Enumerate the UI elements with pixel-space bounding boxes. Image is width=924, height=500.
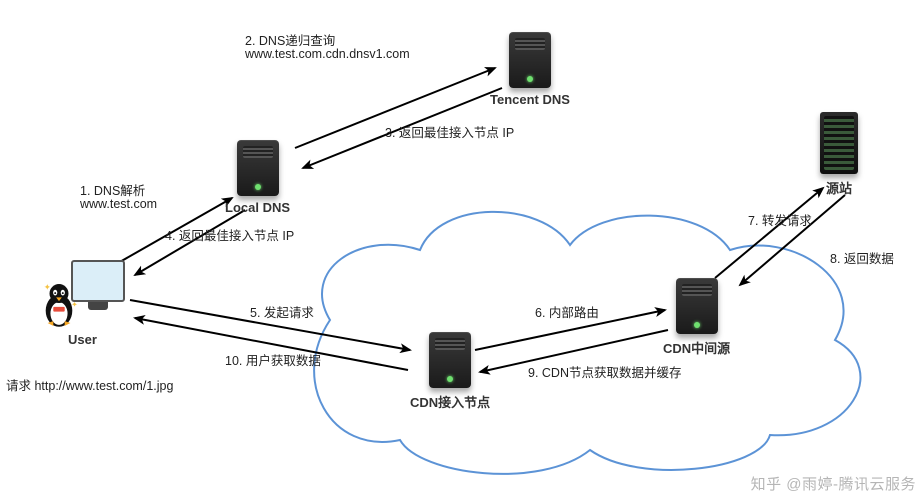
tencent-dns-label: Tencent DNS	[490, 92, 570, 107]
server-icon	[676, 278, 718, 334]
step-8: 8. 返回数据	[830, 248, 894, 267]
origin-server-icon	[820, 112, 858, 174]
server-icon	[509, 32, 551, 88]
svg-text:✦: ✦	[44, 282, 52, 292]
monitor-icon	[71, 260, 125, 302]
node-cdn-edge: CDN接入节点	[410, 332, 490, 411]
step-10: 10. 用户获取数据	[225, 350, 321, 369]
local-dns-label: Local DNS	[225, 200, 290, 215]
node-cdn-mid: CDN中间源	[663, 278, 730, 357]
origin-label: 源站	[820, 178, 858, 197]
node-tencent-dns: Tencent DNS	[490, 32, 570, 107]
node-origin: 源站	[820, 112, 858, 197]
node-local-dns: Local DNS	[225, 140, 290, 215]
server-icon	[237, 140, 279, 196]
edge-cdnmid-origin-back	[740, 195, 845, 285]
diagram-overlay	[0, 0, 924, 500]
user-label: User	[40, 332, 125, 347]
step-6: 6. 内部路由	[535, 302, 599, 321]
step-1-line2: www.test.com	[80, 197, 157, 211]
step-4: 4. 返回最佳接入节点 IP	[165, 225, 294, 244]
step-2-line2: www.test.com.cdn.dnsv1.com	[245, 47, 410, 61]
cdn-mid-label: CDN中间源	[663, 338, 730, 357]
request-url-text: 请求 http://www.test.com/1.jpg	[6, 375, 173, 394]
node-user: ✦ ✦ User	[40, 258, 125, 347]
step-9: 9. CDN节点获取数据并缓存	[528, 362, 681, 381]
server-icon	[429, 332, 471, 388]
cdn-edge-label: CDN接入节点	[410, 392, 490, 411]
user-icon: ✦ ✦	[40, 258, 125, 328]
watermark-text: 知乎 @雨婷-腾讯云服务	[751, 473, 916, 494]
step-3: 3. 返回最佳接入节点 IP	[385, 122, 514, 141]
step-5: 5. 发起请求	[250, 302, 314, 321]
step-7: 7. 转发请求	[748, 210, 812, 229]
cdn-cloud	[314, 212, 860, 474]
edge-cdnmid-origin-fwd	[715, 188, 823, 278]
